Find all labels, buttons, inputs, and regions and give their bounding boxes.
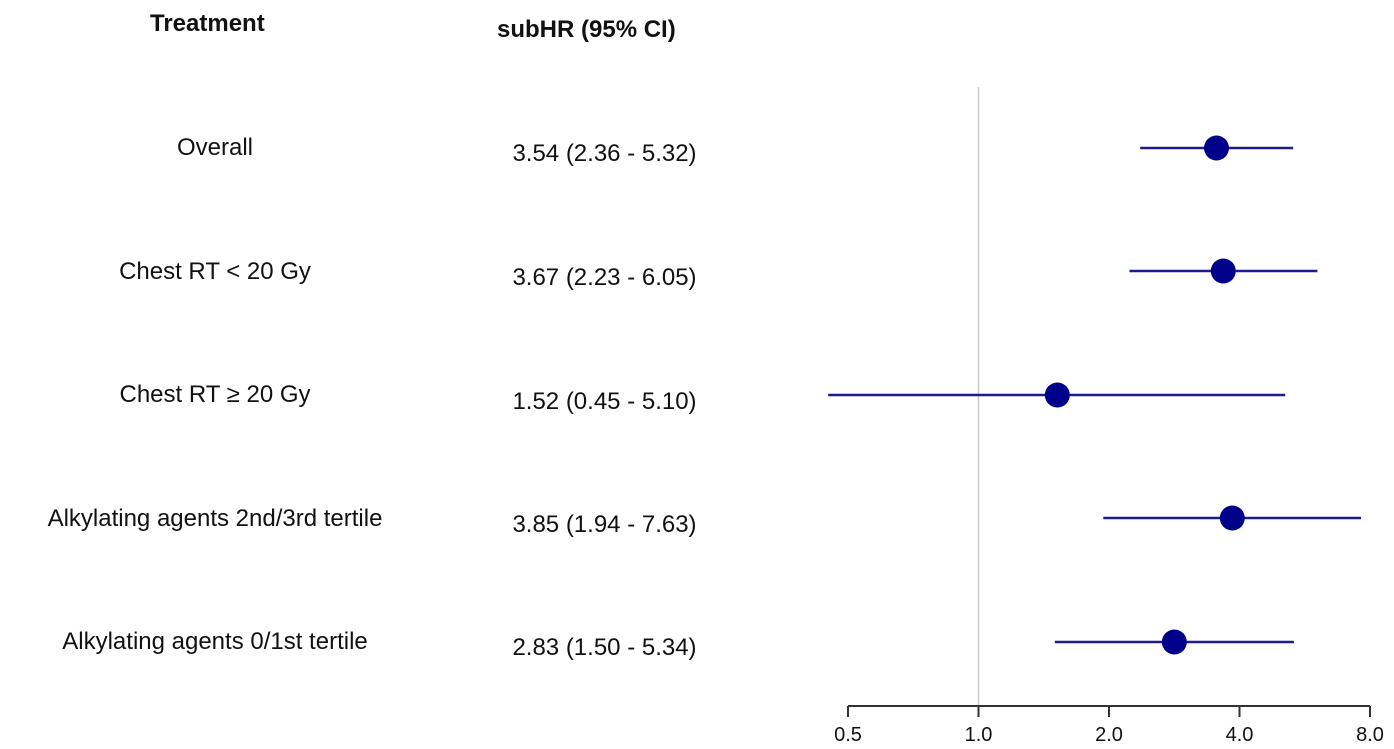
point-estimate-marker <box>1044 382 1070 408</box>
row-hr-chest-rt-ge20: 1.52 (0.45 - 5.10) <box>512 388 697 415</box>
x-tick-label: 2.0 <box>1095 724 1123 746</box>
row-label-alkylating-2nd3rd: Alkylating agents 2nd/3rd tertile <box>47 505 383 532</box>
row-label-chest-rt-lt20: Chest RT < 20 Gy <box>119 258 311 285</box>
point-estimate-marker <box>1203 135 1229 161</box>
row-hr-alkylating-0-1st: 2.83 (1.50 - 5.34) <box>512 634 697 661</box>
row-label-overall: Overall <box>176 134 254 161</box>
row-hr-chest-rt-lt20: 3.67 (2.23 - 6.05) <box>512 264 697 291</box>
x-tick-label: 4.0 <box>1226 724 1254 746</box>
x-tick-label: 0.5 <box>834 724 862 746</box>
treatment-column-header: Treatment <box>150 10 265 37</box>
row-hr-alkylating-2nd3rd: 3.85 (1.94 - 7.63) <box>512 511 697 538</box>
point-estimate-marker <box>1210 258 1236 284</box>
point-estimate-marker <box>1161 629 1187 655</box>
row-label-alkylating-0-1st: Alkylating agents 0/1st tertile <box>62 628 368 655</box>
row-label-chest-rt-ge20: Chest RT ≥ 20 Gy <box>119 381 311 408</box>
x-tick-label: 1.0 <box>965 724 993 746</box>
row-hr-overall: 3.54 (2.36 - 5.32) <box>512 140 697 167</box>
point-estimate-marker <box>1219 505 1245 531</box>
x-tick-label: 8.0 <box>1356 724 1384 746</box>
subhr-column-header: subHR (95% CI) <box>497 16 676 43</box>
